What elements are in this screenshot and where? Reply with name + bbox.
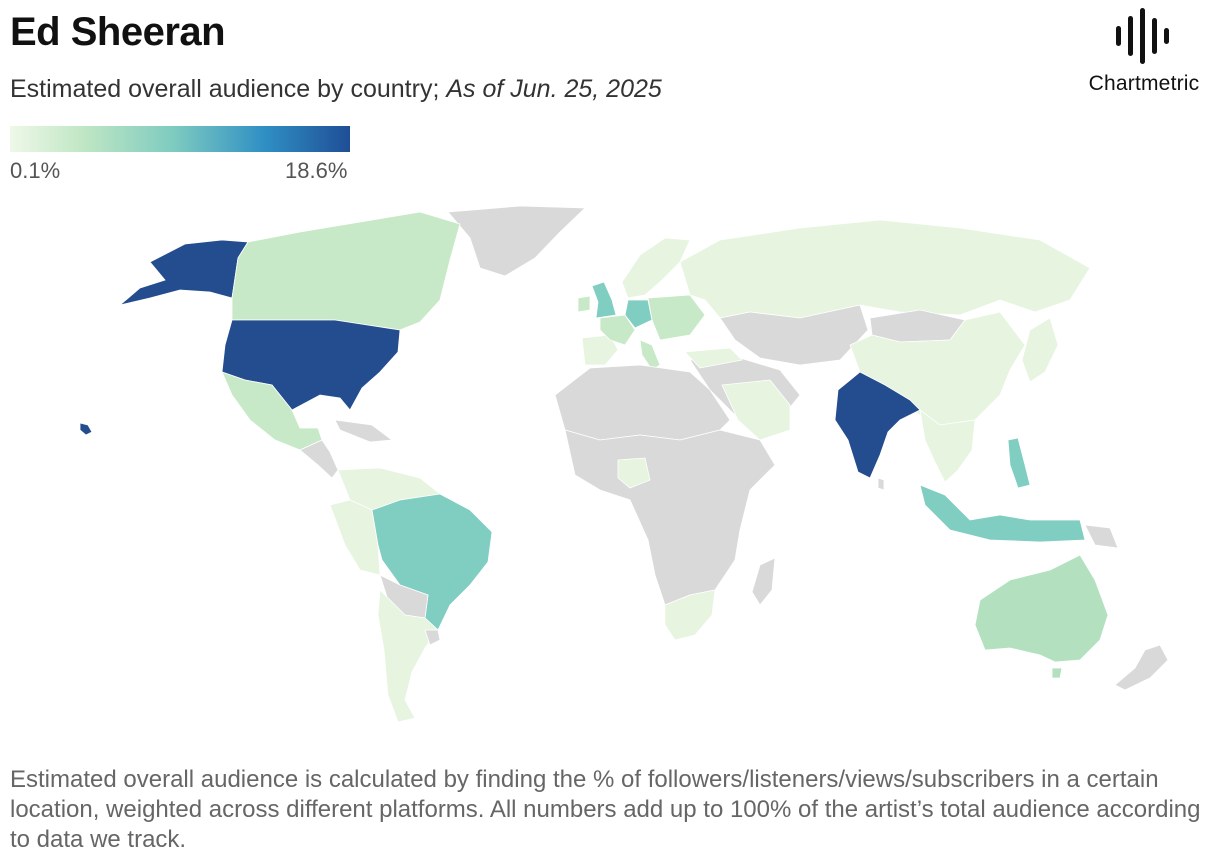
- region-australia: [974, 554, 1109, 663]
- region-peru: [329, 499, 381, 576]
- region-sri-lanka: [877, 477, 885, 491]
- legend-min-label: 0.1%: [10, 158, 61, 183]
- subtitle-date: As of Jun. 25, 2025: [446, 75, 662, 103]
- region-brazil: [371, 493, 493, 631]
- footnote: Estimated overall audience is calculated…: [10, 766, 1201, 853]
- region-indonesia: [919, 484, 1086, 543]
- region-nigeria: [617, 457, 651, 489]
- region-russia: [679, 219, 1091, 319]
- region-uk: [591, 281, 617, 319]
- region-canada: [231, 211, 461, 331]
- region-new-zealand: [1114, 644, 1169, 691]
- region-south-africa: [664, 589, 716, 641]
- region-japan-korea: [1021, 317, 1059, 383]
- region-alaska: [119, 239, 249, 306]
- chartmetric-logo: Chartmetric: [1078, 8, 1210, 98]
- region-greenland: [447, 205, 586, 277]
- chart-subtitle: Estimated overall audience by country; A…: [10, 74, 662, 104]
- region-mexico: [221, 371, 323, 451]
- region-caribbean: [334, 419, 394, 443]
- region-hawaii: [79, 422, 93, 436]
- legend-gradient-bar: [10, 126, 350, 152]
- region-eastern-europe: [647, 294, 706, 341]
- world-map: [79, 205, 1169, 723]
- region-southeast-asia: [919, 409, 976, 483]
- region-philippines: [1007, 437, 1031, 489]
- region-germany: [624, 299, 653, 329]
- region-madagascar: [751, 557, 776, 606]
- region-argentina-chile: [377, 589, 439, 723]
- region-saudi-arabia: [721, 379, 791, 441]
- region-papua: [1084, 524, 1119, 549]
- sound-wave-icon: [1116, 8, 1169, 64]
- region-turkey: [684, 347, 743, 369]
- region-india: [834, 371, 921, 479]
- region-tasmania: [1051, 667, 1063, 679]
- region-uruguay: [424, 629, 441, 646]
- subtitle-text: Estimated overall audience by country;: [10, 75, 440, 103]
- region-scandinavia: [621, 237, 691, 299]
- brand-name: Chartmetric: [1088, 72, 1200, 95]
- region-ireland: [577, 295, 591, 313]
- chart-title: Ed Sheeran: [10, 10, 226, 54]
- legend-max-label: 18.6%: [285, 158, 348, 183]
- region-central-africa: [564, 429, 776, 606]
